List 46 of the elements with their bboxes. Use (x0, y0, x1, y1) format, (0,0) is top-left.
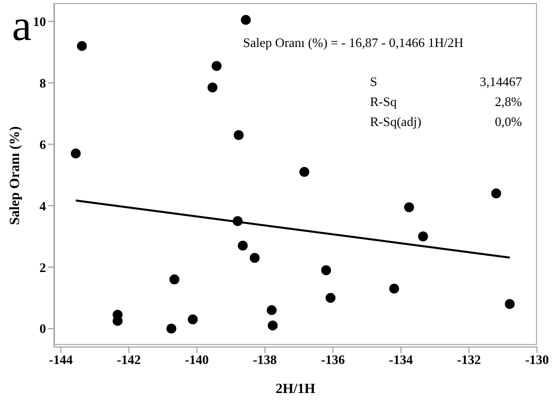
x-tick-label: -138 (252, 352, 278, 368)
point (240, 14, 251, 25)
x-axis-title: 2H/1H (276, 382, 316, 397)
point (169, 274, 180, 284)
point (76, 41, 87, 51)
text: a (12, 1, 32, 50)
point (491, 188, 502, 198)
annotation: R-Sq (370, 94, 397, 109)
point (326, 292, 336, 303)
y-tick-label: 0 (40, 321, 46, 336)
point (389, 284, 400, 294)
point (299, 166, 310, 177)
point (166, 324, 176, 334)
y-tick-label: 8 (40, 75, 46, 90)
point (321, 265, 332, 276)
point (234, 130, 244, 140)
point (212, 60, 222, 71)
point (70, 148, 81, 158)
x-tick-label: -144 (48, 352, 74, 368)
x-tick-label: -142 (116, 352, 141, 368)
x-tick-label: -140 (184, 352, 209, 368)
annotation: R-Sq(adj) (370, 114, 422, 129)
annotation: 0,0% (494, 114, 522, 129)
point (250, 252, 260, 263)
annotation: 2,8% (494, 94, 522, 109)
x-tick-label: -136 (320, 352, 346, 368)
point (418, 231, 428, 242)
y-tick-label: 10 (33, 14, 46, 30)
y-axis-title: Salep Oranı (%) (8, 126, 23, 225)
x-tick-label: -132 (457, 352, 481, 368)
y-tick-label: 6 (40, 136, 46, 152)
annotation: Salep Oranı (%) = - 16,87 - 0,1466 1H/2H (243, 35, 464, 50)
point (504, 299, 515, 309)
annotation: S (370, 74, 378, 89)
point (208, 82, 218, 92)
point (188, 314, 198, 324)
point (238, 240, 248, 251)
point (404, 202, 414, 212)
y-tick-label: 2 (40, 260, 46, 275)
annotation: 3,14467 (478, 74, 522, 89)
point (268, 320, 278, 330)
point (266, 305, 277, 316)
x-tick-label: -130 (525, 352, 549, 368)
x-tick-label: -134 (389, 352, 414, 368)
y-tick-label: 4 (40, 198, 46, 214)
point (232, 216, 243, 226)
